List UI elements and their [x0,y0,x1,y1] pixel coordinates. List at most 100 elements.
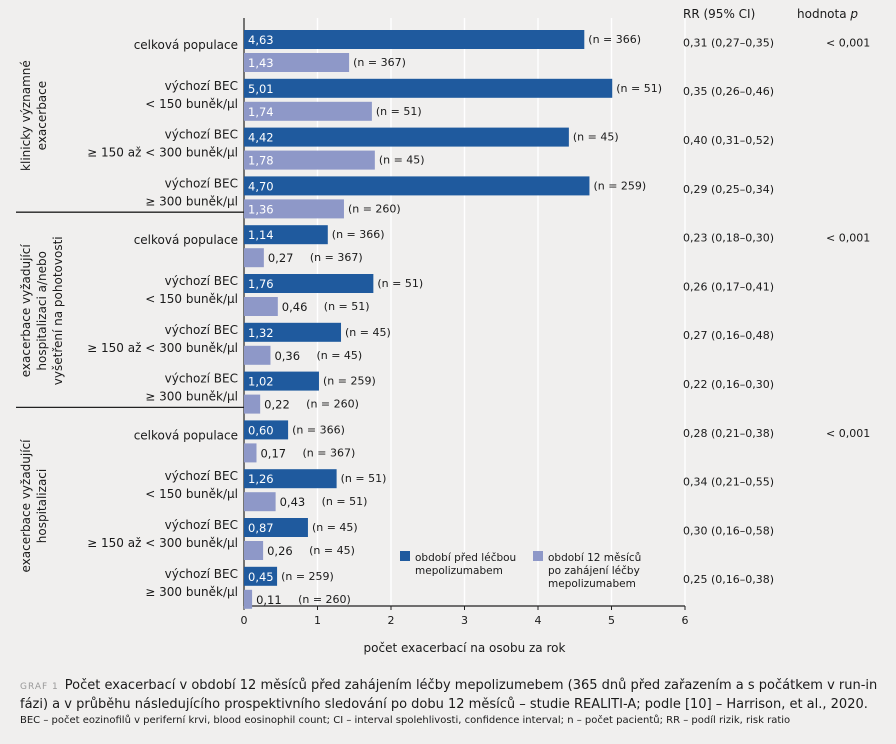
bar-after [244,345,271,365]
p-value: < 0,001 [826,427,870,440]
bar-chart: 0 1 2 3 4 5 6 počet exacerbací na osobu za rok R… [16,7,870,655]
bar-after-n: (n = 367) [302,446,355,459]
bar-before-value: 4,63 [248,33,274,47]
bar-before-value: 0,45 [248,570,274,584]
bar-before [244,78,613,98]
bar-before [244,30,585,49]
bar-before-value: 4,70 [248,179,274,193]
group-label: klinicky významné [19,60,33,171]
row-label: výchozí BEC [165,274,238,288]
bar-before-n: (n = 45) [573,131,619,144]
bar-after-value: 0,46 [282,300,308,314]
group-label: hospitalizaci a/nebo [35,251,49,371]
bar-after-value: 1,43 [248,56,274,70]
bar-after-n: (n = 45) [309,544,355,557]
bar-before-value: 1,32 [248,326,274,340]
bar-before-n: (n = 366) [588,33,641,46]
bar-before-value: 5,01 [248,82,274,96]
bar-after-value: 0,43 [280,495,306,509]
rr-value: 0,27 (0,16–0,48) [683,329,774,342]
bar-after-n: (n = 260) [306,398,359,411]
bar-after [244,297,278,316]
bar-after-n: (n = 367) [353,56,406,69]
bar-after-value: 1,36 [248,202,274,216]
legend-label-after: mepolizumabem [548,578,636,590]
bar-before [244,127,569,147]
row-label: ≥ 300 buněk/µl [145,194,238,208]
rr-value: 0,29 (0,25–0,34) [683,183,774,196]
bar-before-n: (n = 259) [323,375,376,388]
row-label: celková populace [134,38,238,52]
bar-after-value: 0,22 [264,398,290,412]
bar-after [244,150,375,170]
bar-before-n: (n = 51) [377,277,423,290]
bar-after-n: (n = 367) [310,251,363,264]
bar-after-value: 0,26 [267,544,293,558]
bar-before-n: (n = 259) [593,179,646,192]
bar-after-n: (n = 45) [316,349,362,362]
row-label: výchozí BEC [165,128,238,142]
bar-after-n: (n = 260) [348,202,401,215]
x-tick-label: 5 [608,614,615,627]
bar-after [244,248,264,268]
bar-before-n: (n = 45) [345,326,391,339]
p-value: < 0,001 [826,232,870,245]
group-label: exacerbace vyžadující [19,439,33,573]
bar-after [244,394,261,414]
bar-before-value: 1,02 [248,375,274,389]
bar-before [244,469,337,489]
caption-tag: GRAF 1 [20,682,59,692]
row-label: výchozí BEC [165,518,238,532]
rr-column-header: RR (95% CI) [683,7,755,21]
row-label: ≥ 300 buněk/µl [145,390,238,404]
rr-value: 0,28 (0,21–0,38) [683,427,774,440]
row-label: výchozí BEC [165,323,238,337]
row-label: výchozí BEC [165,176,238,190]
rr-value: 0,30 (0,16–0,58) [683,524,774,537]
bar-after [244,199,344,219]
bar-after [244,443,257,463]
bar-before [244,566,278,586]
row-label: výchozí BEC [165,567,238,581]
caption-text: Počet exacerbací v období 12 měsíců před… [20,678,878,712]
figure-caption: GRAF 1 Počet exacerbací v období 12 měsíc… [20,677,886,714]
bar-before-value: 4,42 [248,131,274,145]
legend-label-before: období před léčbou [415,552,516,564]
bar-after-value: 0,11 [256,593,282,607]
rr-value: 0,22 (0,16–0,30) [683,378,774,391]
bar-before-n: (n = 366) [332,228,385,241]
rr-value: 0,31 (0,27–0,35) [683,36,774,49]
bar-before-n: (n = 259) [281,570,334,583]
row-label: výchozí BEC [165,469,238,483]
legend-swatch-before [400,551,410,561]
x-tick-label: 6 [682,614,689,627]
p-column-header: hodnota p [797,7,858,21]
bar-before-value: 0,60 [248,423,274,437]
legend-swatch-after [533,551,543,561]
row-label: celková populace [134,233,238,247]
rr-value: 0,25 (0,16–0,38) [683,573,774,586]
row-label: < 150 buněk/µl [145,292,238,306]
rr-value: 0,23 (0,18–0,30) [683,232,774,245]
row-label: ≥ 300 buněk/µl [145,585,238,599]
group-label: hospitalizaci [35,469,49,543]
row-label: ≥ 150 až < 300 buněk/µl [87,341,238,355]
group-label: exacerbace [35,81,49,151]
bar-before [244,518,308,537]
rr-value: 0,35 (0,26–0,46) [683,85,774,98]
x-tick-label: 2 [388,614,395,627]
bar-before-n: (n = 51) [341,472,387,485]
bar-after-n: (n = 51) [322,495,368,508]
rr-value: 0,34 (0,21–0,55) [683,476,774,489]
bar-after [244,492,276,512]
bar-before-value: 1,26 [248,472,274,486]
bar-before-n: (n = 45) [312,521,358,534]
bar-after [244,589,253,609]
bar-after-value: 1,78 [248,154,274,168]
row-label: < 150 buněk/µl [145,97,238,111]
bar-after-n: (n = 260) [298,593,351,606]
bar-before-n: (n = 51) [616,82,662,95]
figure-footnote: BEC – počet eozinofilů v periferní krvi,… [20,715,791,726]
bar-before [244,371,319,391]
bar-before-value: 1,14 [248,228,274,242]
